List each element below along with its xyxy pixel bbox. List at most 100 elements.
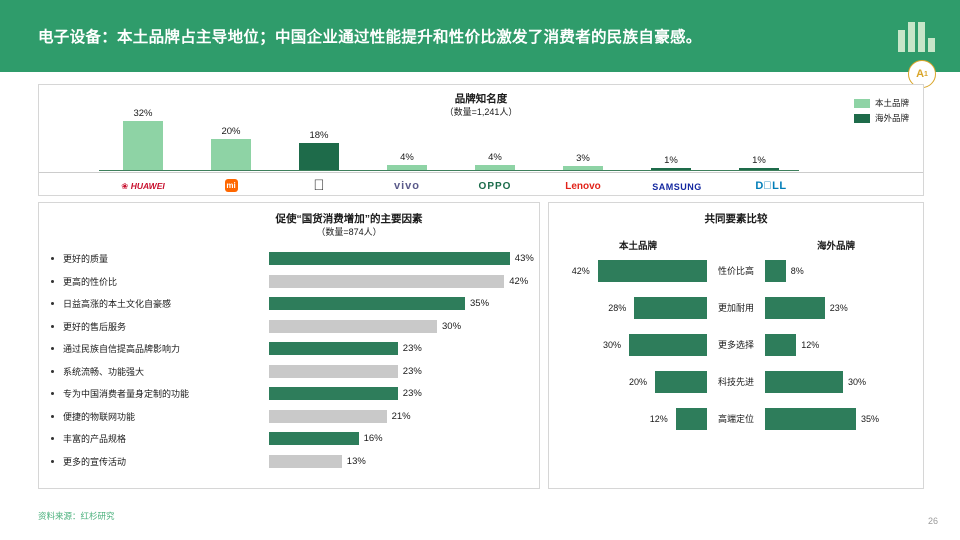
brand-logo-huawei: ❀ HUAWEI [121,181,165,191]
brand-awareness-subtitle: （数量=1,241人） [444,107,518,117]
factor-value: 30% [442,320,462,332]
brand-logo-lenovo: Lenovo [565,181,601,192]
awareness-bar: 1% [739,111,779,171]
awareness-bar-fill [299,142,339,171]
page-number: 26 [927,516,938,526]
page-title: 电子设备：本土品牌占主导地位；中国企业通过性能提升和性价比激发了消费者的民族自豪… [38,29,702,46]
comparison-bar-overseas [765,297,825,319]
awareness-bar: 20% [211,111,251,171]
comparison-value-local: 12% [649,414,668,424]
comparison-row: 20% 科技先进 30% [549,369,923,395]
awareness-bar: 4% [475,111,515,171]
awareness-bar-fill [387,164,427,171]
awareness-bar-value: 4% [400,151,414,163]
comparison-bar-local [629,334,707,356]
factor-value: 13% [346,455,366,467]
brand-logo-xiaomi: mi [224,179,238,192]
awareness-bar-value: 20% [221,126,241,138]
comparison-row: 30% 更多选择 12% [549,332,923,358]
axis-line [99,169,799,171]
awareness-bar: 1% [651,111,691,171]
comparison-bar-overseas [765,260,786,282]
factor-row: 系统流畅、功能强大 23% [51,364,529,380]
factor-value: 21% [391,410,411,422]
comparison-attribute-label: 更加耐用 [717,303,754,313]
brand-comparison-title: 共同要素比较 [704,213,768,225]
comparison-value-local: 20% [629,377,648,387]
source-note: 资料来源：红杉研究 [38,511,115,521]
factor-label: 通过民族自信提高品牌影响力 [63,344,181,354]
awareness-bar: 4% [387,111,427,171]
awareness-bar-fill [563,166,603,171]
company-logo-icon [898,22,936,52]
factor-label: 更好的质量 [63,254,109,264]
factor-row: 专为中国消费者量身定制的功能 23% [51,386,529,402]
legend-swatch-overseas [853,113,870,123]
brand-awareness-title: 品牌知名度 [454,93,508,105]
comparison-bar-local [597,260,707,282]
awareness-bar: 32% [123,107,163,171]
comparison-row: 42% 性价比高 8% [549,258,923,284]
factor-label: 丰富的产品规格 [63,434,127,444]
comparison-value-local: 30% [603,340,622,350]
comparison-bar-local [655,371,707,393]
comparison-bar-overseas [765,334,797,356]
factor-bar [269,297,465,310]
factor-bar [269,432,359,445]
factor-bar [269,319,437,333]
factor-bar [269,364,398,378]
comparison-value-overseas: 8% [790,266,804,276]
factor-value: 35% [470,298,490,309]
factor-bar [269,252,510,265]
awareness-bar-fill [211,139,251,171]
comparison-bar-local [675,408,707,430]
factor-bar [269,409,387,423]
comparison-value-local: 42% [571,266,590,276]
brand-logo-apple:  [275,178,363,193]
factor-bar [269,274,505,288]
awareness-bar-value: 32% [133,107,153,119]
awareness-bar-fill [475,164,515,171]
factor-label: 更多的宣传活动 [63,456,127,467]
factor-label: 更好的售后服务 [63,321,127,332]
legend-swatch-local [853,98,870,108]
comparison-value-local: 28% [608,303,627,313]
comparison-bar-local [634,297,707,319]
factor-label: 便捷的物联网功能 [63,411,136,422]
comparison-value-overseas: 12% [801,340,820,350]
comparison-value-overseas: 35% [861,414,880,424]
legend-label-local: 本土品牌 [874,98,909,108]
comparison-value-overseas: 23% [829,303,848,313]
brand-logo-row: ❀ HUAWEI mi  vivo OPPO Lenovo SAMSUNG D… [39,172,923,195]
factor-value: 43% [514,253,534,264]
awareness-bar: 18% [299,111,339,171]
legend-item-overseas: 海外品牌 [853,112,909,124]
bullet-icon [51,302,54,305]
purchase-factors-subtitle: （数量=874人） [316,227,382,237]
factor-label: 日益高涨的本土文化自豪感 [63,299,172,309]
comparison-attribute-label: 科技先进 [717,377,754,387]
comparison-row: 12% 高端定位 35% [549,406,923,432]
comparison-attribute-label: 高端定位 [717,414,754,424]
bullet-icon [51,437,54,440]
brand-logo-dell: D⃞LL [755,180,787,192]
factor-label: 系统流畅、功能强大 [63,366,145,377]
bullet-icon [51,392,54,395]
purchase-factors-title: 促使“国货消费增加”的主要因素 [275,213,423,225]
factor-row: 便捷的物联网功能 21% [51,409,529,425]
brand-awareness-legend: 本土品牌 海外品牌 [853,97,909,127]
awareness-bar: 3% [563,111,603,171]
factor-bar [269,454,342,468]
slide-header: 电子设备：本土品牌占主导地位；中国企业通过性能提升和性价比激发了消费者的民族自豪… [0,0,960,72]
factor-label: 专为中国消费者量身定制的功能 [63,389,190,399]
awareness-bar-value: 18% [309,129,329,141]
brand-awareness-plot: 32% 20% 18% 4% 4% 3% 1% 1% [99,107,799,171]
bullet-icon [51,324,54,328]
brand-logo-vivo: vivo [393,180,420,192]
factor-label: 更高的性价比 [63,276,118,287]
factor-value: 42% [509,275,529,287]
awareness-bar-value: 4% [488,151,502,163]
comparison-bar-overseas [765,408,856,430]
